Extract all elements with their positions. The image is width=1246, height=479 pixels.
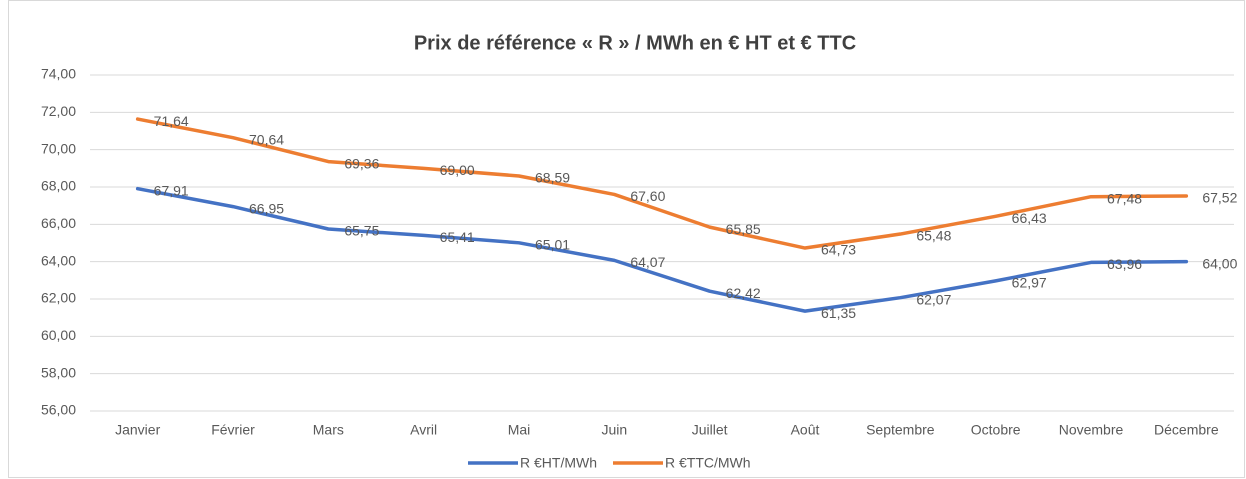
y-tick-label: 58,00: [41, 364, 76, 380]
y-tick-label: 66,00: [41, 215, 76, 231]
series-line: [135, 117, 1189, 250]
data-label: 62,97: [1012, 275, 1047, 291]
y-tick-label: 62,00: [41, 290, 76, 306]
x-tick-label: Juillet: [692, 422, 728, 438]
y-tick-label: 72,00: [41, 103, 76, 119]
x-tick-label: Juin: [601, 422, 627, 438]
data-label: 62,42: [726, 285, 761, 301]
data-label: 65,75: [344, 223, 379, 239]
legend-label: R €TTC/MWh: [665, 455, 751, 471]
y-tick-label: 68,00: [41, 178, 76, 194]
x-tick-label: Avril: [410, 422, 437, 438]
data-label: 61,35: [821, 305, 856, 321]
data-label: 67,48: [1107, 190, 1142, 206]
data-label: 64,07: [630, 254, 665, 270]
x-tick-label: Décembre: [1154, 422, 1219, 438]
x-tick-label: Septembre: [866, 422, 935, 438]
y-tick-label: 60,00: [41, 327, 76, 343]
data-label: 67,91: [154, 182, 189, 198]
data-label: 66,95: [249, 200, 284, 216]
data-label: 68,59: [535, 170, 570, 186]
x-tick-label: Janvier: [115, 422, 160, 438]
x-tick-label: Mai: [508, 422, 531, 438]
y-tick-label: 64,00: [41, 252, 76, 268]
data-label: 65,41: [440, 229, 475, 245]
data-label: 66,43: [1012, 210, 1047, 226]
data-label: 64,73: [821, 242, 856, 258]
data-label: 63,96: [1107, 256, 1142, 272]
data-label: 71,64: [154, 113, 189, 129]
data-label: 67,60: [630, 188, 665, 204]
legend-label: R €HT/MWh: [520, 455, 597, 471]
data-label: 67,52: [1202, 190, 1237, 206]
data-label: 62,07: [916, 291, 951, 307]
data-label: 65,01: [535, 237, 570, 253]
y-tick-label: 70,00: [41, 140, 76, 156]
series-line: [135, 186, 1189, 313]
x-tick-label: Février: [211, 422, 255, 438]
chart-frame: [8, 0, 1245, 478]
data-label: 65,48: [916, 228, 951, 244]
x-tick-label: Octobre: [971, 422, 1021, 438]
chart-title: Prix de référence « R » / MWh en € HT et…: [414, 32, 856, 54]
y-tick-label: 74,00: [41, 66, 76, 82]
x-tick-label: Novembre: [1059, 422, 1124, 438]
data-label: 69,00: [440, 162, 475, 178]
y-tick-label: 56,00: [41, 402, 76, 418]
x-tick-label: Mars: [313, 422, 344, 438]
x-tick-label: Août: [791, 422, 820, 438]
data-label: 69,36: [344, 155, 379, 171]
data-label: 65,85: [726, 221, 761, 237]
data-label: 64,00: [1202, 255, 1237, 271]
data-label: 70,64: [249, 131, 284, 147]
